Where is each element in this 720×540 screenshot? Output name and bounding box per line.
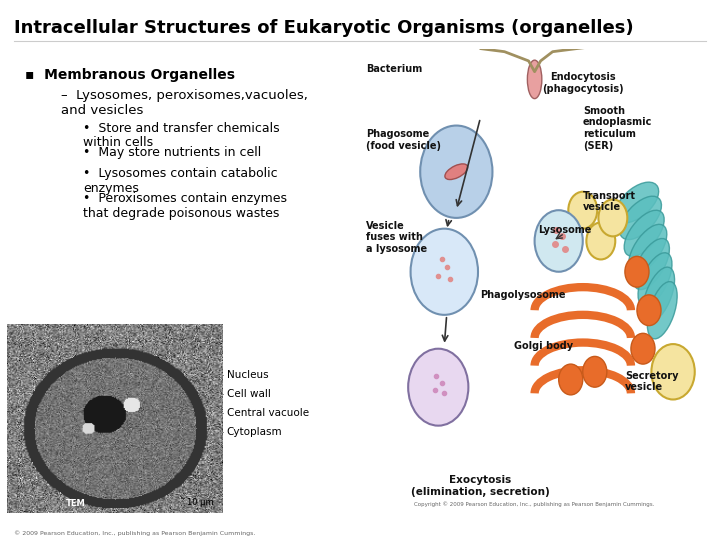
Text: Cell wall: Cell wall [227, 389, 271, 399]
Text: Golgi body: Golgi body [514, 341, 573, 350]
Text: Intracellular Structures of Eukaryotic Organisms (organelles): Intracellular Structures of Eukaryotic O… [14, 19, 634, 37]
Text: Endocytosis
(phagocytosis): Endocytosis (phagocytosis) [542, 72, 624, 94]
Text: TEM: TEM [66, 499, 86, 508]
Circle shape [568, 192, 597, 228]
Circle shape [559, 364, 582, 395]
Text: Nucleus: Nucleus [227, 370, 269, 380]
Ellipse shape [634, 239, 670, 289]
Circle shape [408, 349, 469, 426]
Text: Bacterium: Bacterium [366, 64, 422, 73]
Ellipse shape [629, 224, 667, 273]
Circle shape [625, 256, 649, 287]
Text: Phagolysosome: Phagolysosome [480, 290, 566, 300]
Text: Central vacuole: Central vacuole [227, 408, 309, 418]
Ellipse shape [647, 281, 678, 339]
Text: © 2009 Pearson Education, Inc., publishing as Pearson Benjamin Cummings.: © 2009 Pearson Education, Inc., publishi… [14, 530, 256, 536]
Text: Phagosome
(food vesicle): Phagosome (food vesicle) [366, 129, 441, 151]
Text: Secretory
vesicle: Secretory vesicle [625, 370, 678, 392]
Text: •  Peroxisomes contain enzymes
that degrade poisonous wastes: • Peroxisomes contain enzymes that degra… [83, 192, 287, 220]
Ellipse shape [527, 60, 542, 99]
Circle shape [598, 199, 627, 237]
Text: Lysosome: Lysosome [539, 225, 592, 235]
Circle shape [586, 222, 616, 259]
Text: 10 µm: 10 µm [187, 498, 214, 507]
Ellipse shape [643, 267, 675, 322]
Ellipse shape [638, 253, 672, 306]
Text: Exocytosis
(elimination, secretion): Exocytosis (elimination, secretion) [411, 475, 550, 497]
Text: Smooth
endoplasmic
reticulum
(SER): Smooth endoplasmic reticulum (SER) [582, 106, 652, 151]
Text: Cytoplasm: Cytoplasm [227, 427, 282, 437]
Text: Vesicle
fuses with
a lysosome: Vesicle fuses with a lysosome [366, 220, 427, 254]
Text: •  May store nutrients in cell: • May store nutrients in cell [83, 146, 261, 159]
Circle shape [631, 333, 655, 364]
Circle shape [410, 228, 478, 315]
Circle shape [637, 295, 661, 326]
Ellipse shape [624, 210, 664, 256]
Circle shape [420, 125, 492, 218]
Ellipse shape [620, 196, 662, 240]
Text: •  Lysosomes contain catabolic
enzymes: • Lysosomes contain catabolic enzymes [83, 167, 277, 195]
Text: –  Lysosomes, peroxisomes,vacuoles,
and vesicles: – Lysosomes, peroxisomes,vacuoles, and v… [61, 89, 308, 117]
Text: ▪  Membranous Organelles: ▪ Membranous Organelles [25, 68, 235, 82]
Circle shape [582, 356, 607, 387]
Text: Transport
vesicle: Transport vesicle [582, 191, 636, 212]
Text: •  Store and transfer chemicals
within cells: • Store and transfer chemicals within ce… [83, 122, 279, 150]
Text: Copyright © 2009 Pearson Education, Inc., publishing as Pearson Benjamin Cumming: Copyright © 2009 Pearson Education, Inc.… [415, 502, 654, 507]
Circle shape [652, 344, 695, 400]
Ellipse shape [445, 164, 468, 179]
Circle shape [534, 210, 582, 272]
Ellipse shape [616, 182, 659, 223]
